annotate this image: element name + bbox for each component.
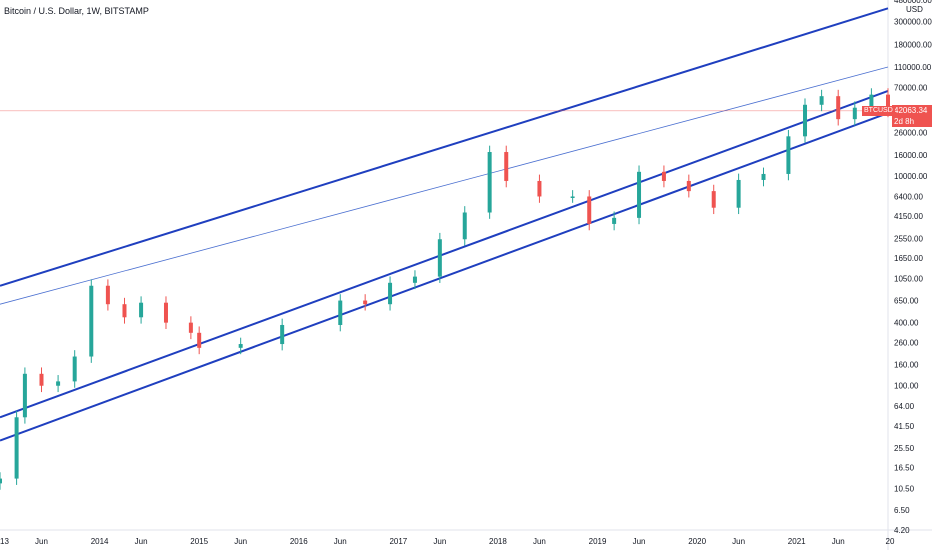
time-tick-label: 2020 <box>688 537 706 546</box>
candle[interactable] <box>280 324 285 345</box>
time-tick-label: 2019 <box>589 537 607 546</box>
time-tick-label: Jun <box>533 537 546 546</box>
price-tick-label: 260.00 <box>894 338 919 347</box>
candle[interactable] <box>56 381 61 386</box>
candle[interactable] <box>711 191 716 208</box>
candle[interactable] <box>819 96 824 105</box>
price-tick-label: 10.50 <box>894 484 915 493</box>
last-price-tag: 42063.34 2d 8h <box>892 104 932 127</box>
candle[interactable] <box>437 239 442 277</box>
price-tick-label: 6400.00 <box>894 192 923 201</box>
candle[interactable] <box>570 196 575 198</box>
last-price-value: 42063.34 <box>894 105 928 115</box>
price-tick-label: 16.50 <box>894 464 915 473</box>
candle[interactable] <box>122 304 127 318</box>
time-tick-label: 2021 <box>788 537 806 546</box>
time-tick-label: 2017 <box>389 537 407 546</box>
candle[interactable] <box>188 322 193 333</box>
candle[interactable] <box>338 300 343 325</box>
trend-line[interactable] <box>0 7 889 287</box>
candle[interactable] <box>388 282 393 305</box>
price-tick-label: 300000.00 <box>894 17 932 26</box>
candle[interactable] <box>14 417 19 479</box>
price-tick-label: 1650.00 <box>894 254 923 263</box>
price-tick-label: 2550.00 <box>894 234 923 243</box>
candle[interactable] <box>163 302 168 323</box>
price-tick-label: 41.50 <box>894 422 915 431</box>
candle[interactable] <box>238 344 243 348</box>
time-tick-label: 20 <box>886 537 895 546</box>
time-tick-label: 2016 <box>290 537 308 546</box>
candle[interactable] <box>869 94 874 108</box>
candle[interactable] <box>637 171 642 218</box>
trend-line[interactable] <box>0 66 889 305</box>
trend-line[interactable] <box>0 112 889 442</box>
price-tick-label: 110000.00 <box>894 63 932 72</box>
candle[interactable] <box>587 196 592 224</box>
candle[interactable] <box>22 373 27 418</box>
bar-countdown: 2d 8h <box>894 116 915 126</box>
time-tick-label: 2015 <box>190 537 208 546</box>
price-tick-label: 100.00 <box>894 382 919 391</box>
candle[interactable] <box>661 171 666 181</box>
time-tick-label: 2018 <box>489 537 507 546</box>
candle[interactable] <box>886 94 890 111</box>
time-tick-label: Jun <box>35 537 48 546</box>
time-tick-label: 2013 <box>0 537 9 546</box>
price-tick-label: 480000.00 <box>894 0 932 5</box>
candle[interactable] <box>363 300 368 305</box>
candle[interactable] <box>736 179 741 208</box>
candle[interactable] <box>537 180 542 197</box>
time-tick-label: Jun <box>334 537 347 546</box>
time-tick-label: Jun <box>732 537 745 546</box>
price-tick-label: 160.00 <box>894 360 919 369</box>
candle[interactable] <box>803 104 808 137</box>
price-tick-label: 26000.00 <box>894 129 928 138</box>
candle[interactable] <box>412 276 417 283</box>
price-tick-label: 10000.00 <box>894 172 928 181</box>
candle[interactable] <box>197 332 202 348</box>
candle[interactable] <box>89 285 94 357</box>
symbol-tag: BTCUSD <box>862 105 895 116</box>
currency-label: USD <box>906 5 923 14</box>
time-tick-label: Jun <box>234 537 247 546</box>
candle[interactable] <box>836 96 841 120</box>
time-tick-label: Jun <box>832 537 845 546</box>
price-tick-label: 25.50 <box>894 444 915 453</box>
time-tick-label: 2014 <box>91 537 109 546</box>
candle[interactable] <box>786 136 791 174</box>
candle[interactable] <box>72 356 77 382</box>
price-tick-label: 650.00 <box>894 297 919 306</box>
price-tick-label: 64.00 <box>894 402 915 411</box>
candle[interactable] <box>487 152 492 213</box>
candle[interactable] <box>462 212 467 240</box>
time-tick-label: Jun <box>633 537 646 546</box>
price-tick-label: 6.50 <box>894 506 910 515</box>
candle[interactable] <box>686 180 691 192</box>
candle[interactable] <box>612 217 617 224</box>
time-tick-label: Jun <box>433 537 446 546</box>
time-tick-label: Jun <box>135 537 148 546</box>
candle[interactable] <box>139 302 144 318</box>
candle[interactable] <box>761 173 766 180</box>
candle[interactable] <box>39 373 44 386</box>
price-tick-label: 4150.00 <box>894 212 923 221</box>
price-tick-label: 1050.00 <box>894 275 923 284</box>
chart-title: Bitcoin / U.S. Dollar, 1W, BITSTAMP <box>4 6 149 16</box>
price-tick-label: 4.20 <box>894 526 910 535</box>
price-tick-label: 180000.00 <box>894 41 932 50</box>
candle[interactable] <box>504 152 509 181</box>
trend-line[interactable] <box>0 90 889 419</box>
candle[interactable] <box>0 478 2 484</box>
price-tick-label: 400.00 <box>894 319 919 328</box>
candle[interactable] <box>852 107 857 120</box>
price-tick-label: 70000.00 <box>894 84 928 93</box>
candle[interactable] <box>105 285 110 305</box>
price-tick-label: 16000.00 <box>894 151 928 160</box>
